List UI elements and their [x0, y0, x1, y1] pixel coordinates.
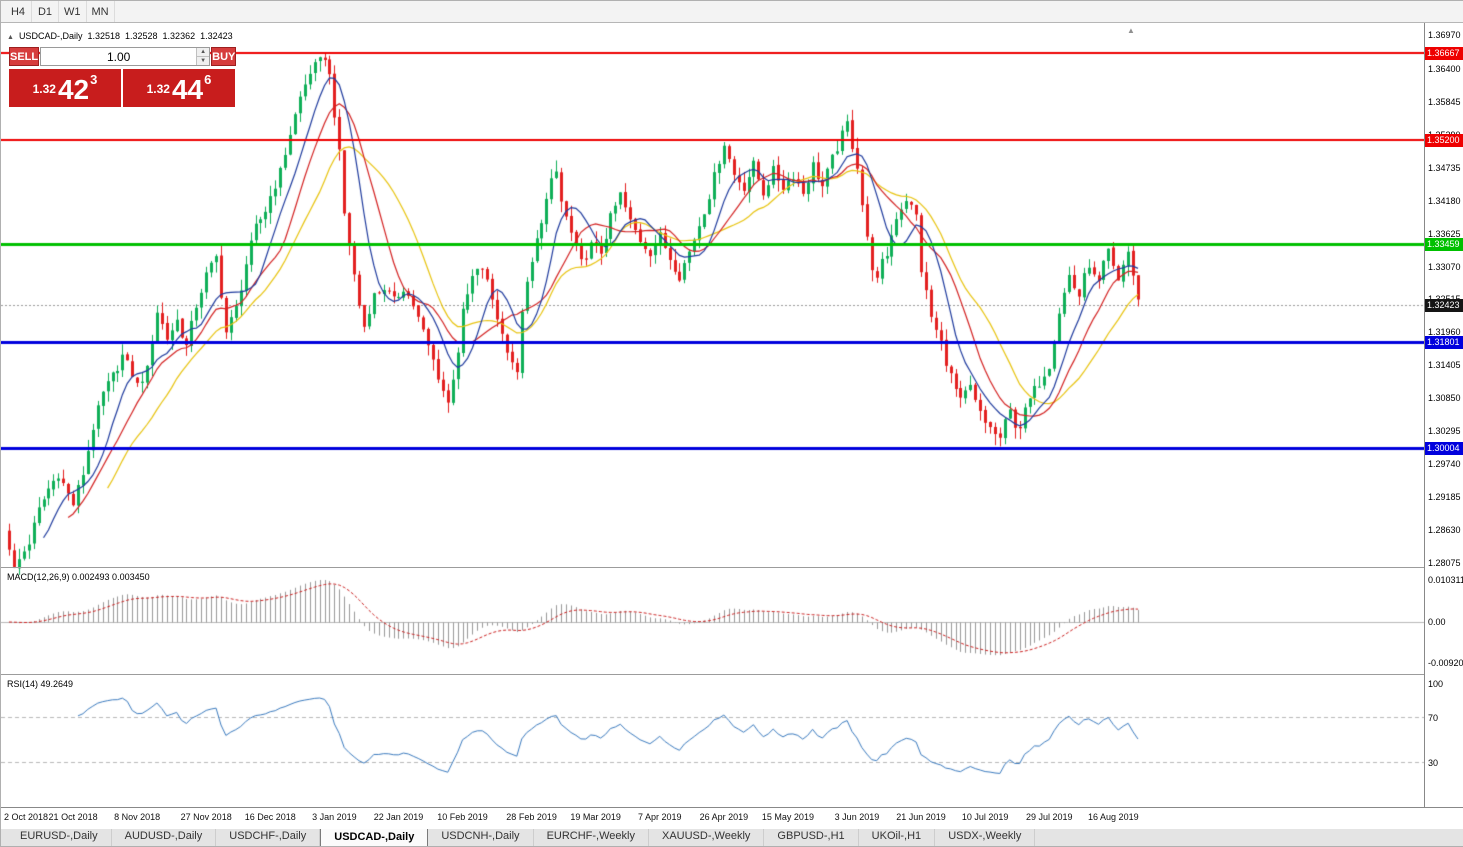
price-axis-tick: 1.31405: [1428, 360, 1461, 371]
price-axis-tick: 1.34180: [1428, 195, 1461, 206]
date-axis-label: 22 Jan 2019: [373, 812, 424, 822]
sell-price-prefix: 1.32: [32, 82, 56, 96]
date-axis-label: 16 Aug 2019: [1088, 812, 1139, 822]
chart-tab-usdchf-daily[interactable]: USDCHF-,Daily: [216, 828, 321, 846]
volume-input[interactable]: [41, 48, 197, 65]
price-tag-1-36667: 1.36667: [1425, 47, 1463, 61]
candlestick-chart[interactable]: [1, 23, 1424, 807]
date-axis-label: 10 Jul 2019: [961, 812, 1009, 822]
chart-tab-usdcad-daily[interactable]: USDCAD-,Daily: [320, 828, 429, 846]
price-tag-1-33459: 1.33459: [1425, 237, 1463, 251]
buy-button[interactable]: BUY: [211, 47, 237, 66]
price-axis-tick: 1.30850: [1428, 393, 1461, 404]
timeframe-button-mn[interactable]: MN: [87, 1, 115, 22]
price-tag-1-30004: 1.30004: [1425, 442, 1463, 456]
one-click-trade-panel: SELL ▲ ▼ BUY 1.32 42 3 1.32: [9, 47, 237, 107]
rsi-axis-tick: 100: [1428, 679, 1444, 689]
ohlc-open-value: 1.32518: [87, 31, 120, 41]
date-axis-label: 21 Jun 2019: [896, 812, 946, 822]
sell-price-display[interactable]: 1.32 42 3: [9, 69, 121, 107]
date-axis-label: 19 Mar 2019: [570, 812, 621, 822]
chart-tab-ukoil-h1[interactable]: UKOil-,H1: [859, 828, 936, 846]
sell-button[interactable]: SELL: [9, 47, 40, 66]
date-axis-label: 28 Feb 2019: [506, 812, 557, 822]
volume-stepper: ▲ ▼: [40, 47, 211, 66]
date-axis-label: 7 Apr 2019: [637, 812, 682, 822]
date-axis-label: 26 Apr 2019: [699, 812, 749, 822]
rsi-axis-tick: 30: [1428, 758, 1439, 768]
date-axis-label: 3 Jun 2019: [834, 812, 880, 822]
buy-price-prefix: 1.32: [146, 82, 170, 96]
price-axis-tick: 1.33070: [1428, 261, 1461, 272]
chart-tab-xauusd-weekly[interactable]: XAUUSD-,Weekly: [649, 828, 765, 846]
timeframe-button-h4[interactable]: H4: [5, 1, 32, 22]
chart-tab-gbpusd-h1[interactable]: GBPUSD-,H1: [764, 828, 859, 846]
buy-price-display[interactable]: 1.32 44 6: [123, 69, 235, 107]
price-axis: 1.369701.364001.358451.352901.347351.341…: [1424, 23, 1463, 807]
chart-tab-usdcnh-daily[interactable]: USDCNH-,Daily: [428, 828, 534, 846]
chart-tab-eurchf-weekly[interactable]: EURCHF-,Weekly: [534, 828, 649, 846]
price-axis-tick: 1.34735: [1428, 162, 1461, 173]
chart-tab-eurusd-daily[interactable]: EURUSD-,Daily: [7, 828, 112, 846]
buy-price-big-digits: 44: [171, 74, 204, 105]
date-axis-label: 10 Feb 2019: [437, 812, 488, 822]
price-axis-tick: 1.36400: [1428, 64, 1461, 75]
volume-decrease-button[interactable]: ▼: [197, 57, 210, 65]
price-axis-tick: 1.35845: [1428, 97, 1461, 108]
timeframe-button-w1[interactable]: W1: [59, 1, 87, 22]
timeframe-button-d1[interactable]: D1: [32, 1, 59, 22]
pane-separator[interactable]: [1, 674, 1463, 675]
ohlc-high-value: 1.32528: [125, 31, 158, 41]
date-axis-label: 29 Jul 2019: [1025, 812, 1073, 822]
price-axis-tick: 1.33625: [1428, 228, 1461, 239]
date-axis-label: 15 May 2019: [761, 812, 814, 822]
chart-shift-marker[interactable]: ▲: [1127, 26, 1135, 35]
chart-window: ▲ USDCAD-,Daily 1.32518 1.32528 1.32362 1.324…: [1, 23, 1463, 829]
price-tag-1-31801: 1.31801: [1425, 335, 1463, 349]
ohlc-close-value: 1.32423: [200, 31, 233, 41]
rsi-indicator-label: RSI(14) 49.2649: [7, 679, 74, 689]
macd-indicator-label: MACD(12,26,9) 0.002493 0.003450: [7, 572, 150, 582]
trade-panel-collapse-icon[interactable]: ▲: [7, 34, 14, 41]
chart-symbol-label: USDCAD-,Daily: [18, 31, 83, 41]
sell-price-big-digits: 42: [57, 74, 90, 105]
price-tag-1-35200: 1.35200: [1425, 134, 1463, 148]
price-axis-tick: 1.28075: [1428, 557, 1461, 568]
macd-axis-tick: 0.00: [1428, 617, 1446, 627]
volume-increase-button[interactable]: ▲: [197, 48, 210, 57]
price-axis-tick: 1.36970: [1428, 30, 1461, 41]
date-axis-label: 16 Dec 2018: [244, 812, 296, 822]
chart-tab-usdx-weekly[interactable]: USDX-,Weekly: [935, 828, 1036, 846]
chart-tab-audusd-daily[interactable]: AUDUSD-,Daily: [112, 828, 217, 846]
timeframe-toolbar: H4 D1 W1 MN: [1, 1, 1463, 23]
ohlc-low-value: 1.32362: [162, 31, 196, 41]
macd-axis-tick: 0.010311: [1428, 575, 1463, 585]
pane-separator[interactable]: [1, 567, 1463, 568]
chart-ohlc-title: ▲ USDCAD-,Daily 1.32518 1.32528 1.32362 1.324…: [7, 31, 238, 41]
price-axis-tick: 1.31960: [1428, 327, 1461, 338]
price-axis-tick: 1.29740: [1428, 458, 1461, 469]
price-axis-tick: 1.29185: [1428, 491, 1461, 502]
sell-price-pip-digit: 3: [90, 72, 98, 87]
rsi-axis-tick: 70: [1428, 713, 1439, 723]
chart-tab-bar: EURUSD-,Daily AUDUSD-,Daily USDCHF-,Daily U…: [1, 827, 1463, 846]
price-axis-tick: 1.30295: [1428, 426, 1461, 436]
price-tag-1-32423: 1.32423: [1425, 298, 1463, 312]
date-axis-label: 2 Oct 2018: [4, 812, 49, 822]
time-axis: 2 Oct 2018 21 Oct 2018 8 Nov 2018 27 Nov 20…: [1, 807, 1463, 829]
macd-axis-tick: -0.009203: [1428, 658, 1463, 668]
date-axis-label: 3 Jan 2019: [312, 812, 357, 822]
date-axis-label: 21 Oct 2018: [48, 812, 98, 822]
date-axis-label: 8 Nov 2018: [114, 812, 161, 822]
buy-price-pip-digit: 6: [204, 72, 212, 87]
price-axis-tick: 1.28630: [1428, 524, 1461, 535]
date-axis-label: 27 Nov 2018: [180, 812, 232, 822]
volume-spin-buttons: ▲ ▼: [196, 48, 210, 65]
